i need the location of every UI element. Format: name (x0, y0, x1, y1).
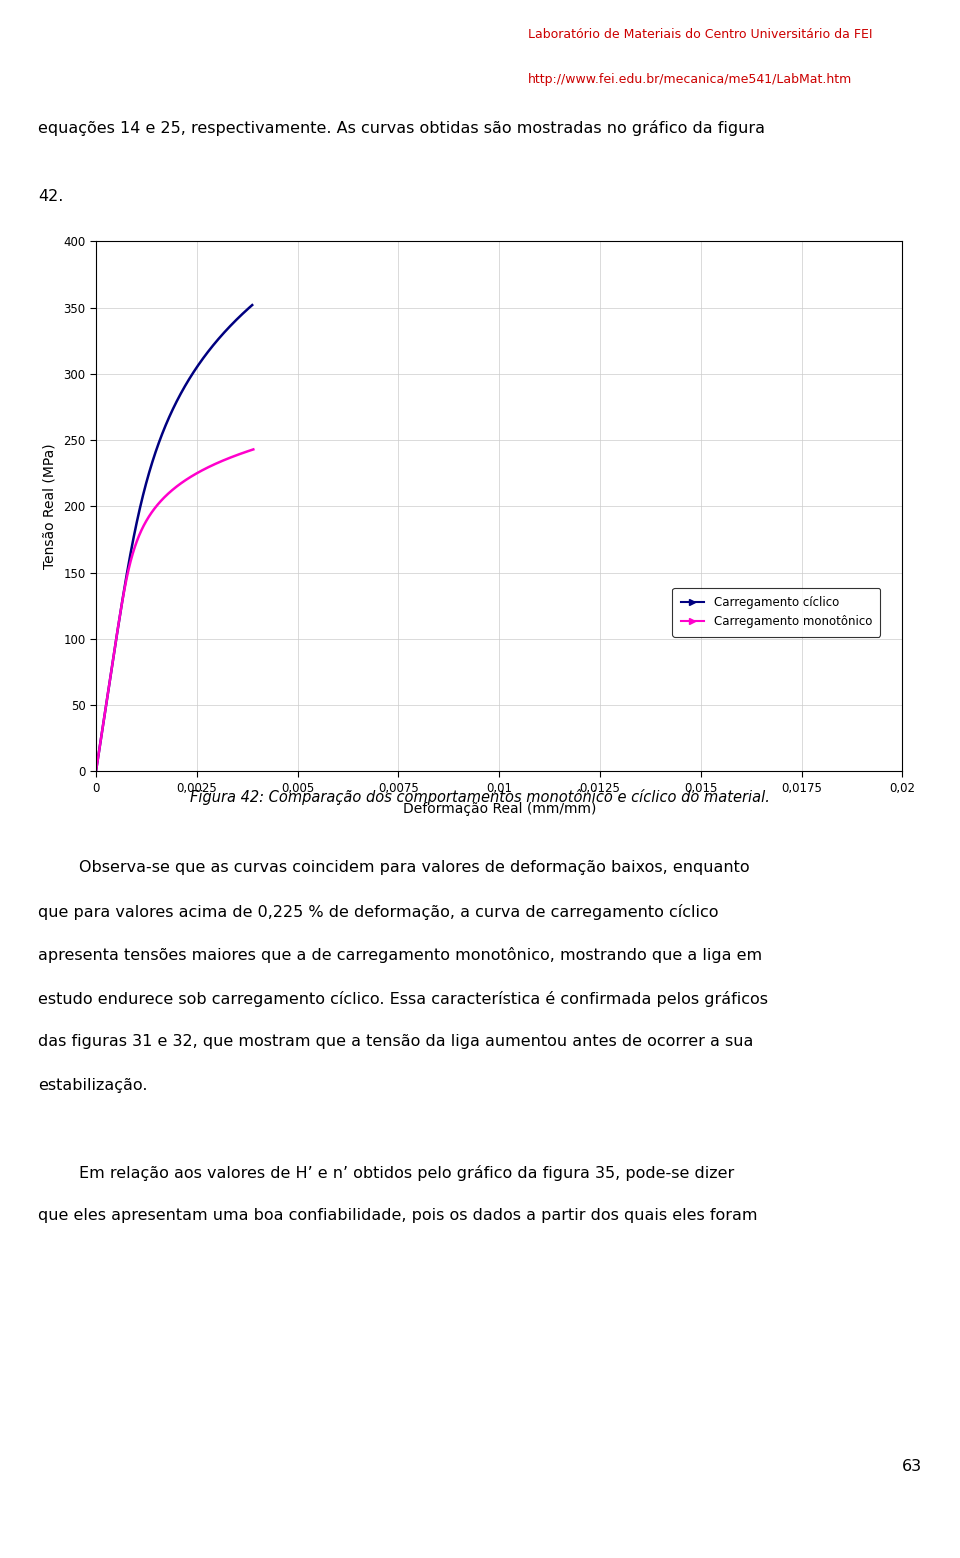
Text: Observa-se que as curvas coincidem para valores de deformação baixos, enquanto: Observa-se que as curvas coincidem para … (38, 860, 750, 876)
Carregamento cíclico (90, 762, 102, 781)
Text: 63: 63 (901, 1458, 922, 1474)
Carregamento monotônico (120, 575, 132, 594)
Carregamento monotônico (137, 517, 149, 536)
X-axis label: Deformação Real (mm/mm): Deformação Real (mm/mm) (402, 801, 596, 815)
Text: Laboratório de Materiais do Centro Universitário da FEI: Laboratório de Materiais do Centro Unive… (528, 28, 873, 42)
Carregamento monotônico (162, 485, 174, 503)
Carregamento cíclico (189, 360, 201, 379)
Carregamento cíclico (163, 408, 175, 427)
Text: Em relação aos valores de H’ e n’ obtidos pelo gráfico da figura 35, pode-se diz: Em relação aos valores de H’ e n’ obtido… (38, 1164, 734, 1181)
Carregamento monotônico (248, 439, 259, 458)
Carregamento cíclico (139, 478, 151, 497)
Carregamento monotônico (124, 556, 135, 575)
Carregamento cíclico (136, 491, 148, 509)
Carregamento monotônico (93, 742, 105, 760)
Text: estudo endurece sob carregamento cíclico. Essa característica é confirmada pelos: estudo endurece sob carregamento cíclico… (38, 991, 768, 1006)
Carregamento monotônico (90, 762, 102, 781)
Text: apresenta tensões maiores que a de carregamento monotônico, mostrando que a liga: apresenta tensões maiores que a de carre… (38, 947, 762, 963)
Text: que para valores acima de 0,225 % de deformação, a curva de carregamento cíclico: que para valores acima de 0,225 % de def… (38, 904, 719, 919)
Line: Carregamento monotônico: Carregamento monotônico (96, 449, 253, 771)
Carregamento monotônico (121, 567, 132, 586)
Text: estabilização.: estabilização. (38, 1078, 148, 1092)
Carregamento cíclico (143, 464, 155, 483)
Text: 42.: 42. (38, 189, 63, 204)
Carregamento cíclico (95, 734, 107, 753)
Carregamento cíclico (247, 296, 258, 315)
Text: das figuras 31 e 32, que mostram que a tensão da liga aumentou antes de ocorrer : das figuras 31 e 32, que mostram que a t… (38, 1035, 754, 1049)
Legend: Carregamento cíclico, Carregamento monotônico: Carregamento cíclico, Carregamento monot… (672, 587, 880, 637)
Text: http://www.fei.edu.br/mecanica/me541/LabMat.htm: http://www.fei.edu.br/mecanica/me541/Lab… (528, 73, 852, 86)
Text: equações 14 e 25, respectivamente. As curvas obtidas são mostradas no gráfico da: equações 14 e 25, respectivamente. As cu… (38, 120, 765, 136)
Line: Carregamento cíclico: Carregamento cíclico (96, 305, 252, 771)
Text: que eles apresentam uma boa confiabilidade, pois os dados a partir dos quais ele: que eles apresentam uma boa confiabilida… (38, 1207, 757, 1223)
Text: Figura 42: Comparação dos comportamentos monotônico e cíclico do material.: Figura 42: Comparação dos comportamentos… (190, 788, 770, 805)
Y-axis label: Tensão Real (MPa): Tensão Real (MPa) (42, 444, 57, 569)
